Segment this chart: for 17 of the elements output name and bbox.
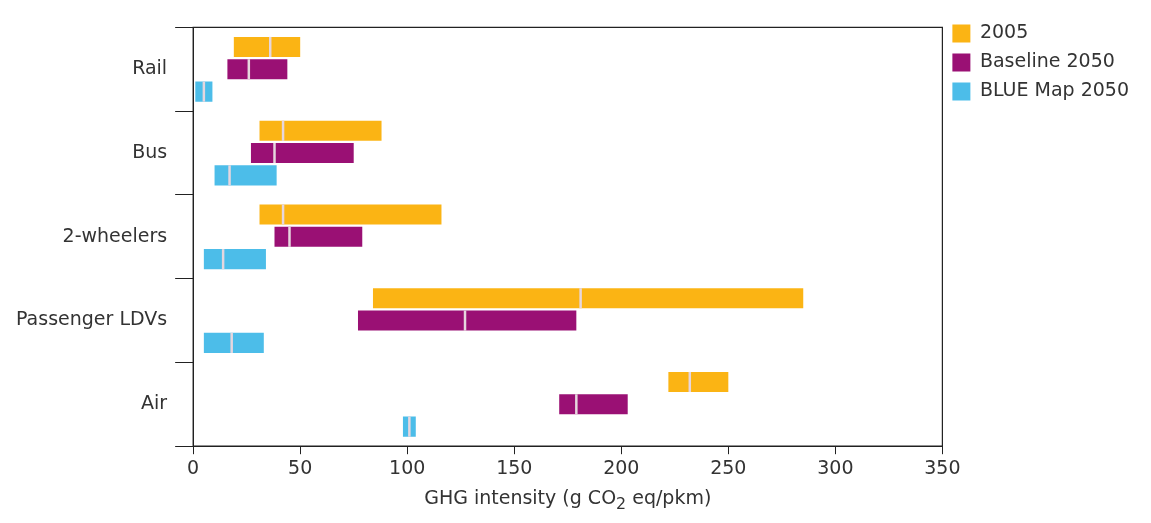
x-tick-label: 250 [710,455,747,478]
x-tick-label: 50 [288,455,313,478]
y-tick-label: Passenger LDVs [16,307,168,330]
x-tick-label: 200 [603,455,640,478]
x-tick-label: 0 [187,455,200,478]
x-tick-label: 100 [389,455,426,478]
y-tick-label: Bus [132,139,168,162]
x-tick-label: 300 [817,455,854,478]
legend-label: Baseline 2050 [979,49,1115,72]
y-tick-label: Air [141,391,168,414]
x-tick-label: 350 [924,455,961,478]
legend-label: 2005 [979,20,1029,43]
x-tick-label: 150 [496,455,533,478]
y-tick-label: 2-wheelers [62,223,168,246]
legend-label: BLUE Map 2050 [979,78,1130,101]
x-axis-title: GHG intensity (g CO$_{2}$ eq/pkm) [424,486,712,513]
y-tick-label: Rail [132,56,168,79]
